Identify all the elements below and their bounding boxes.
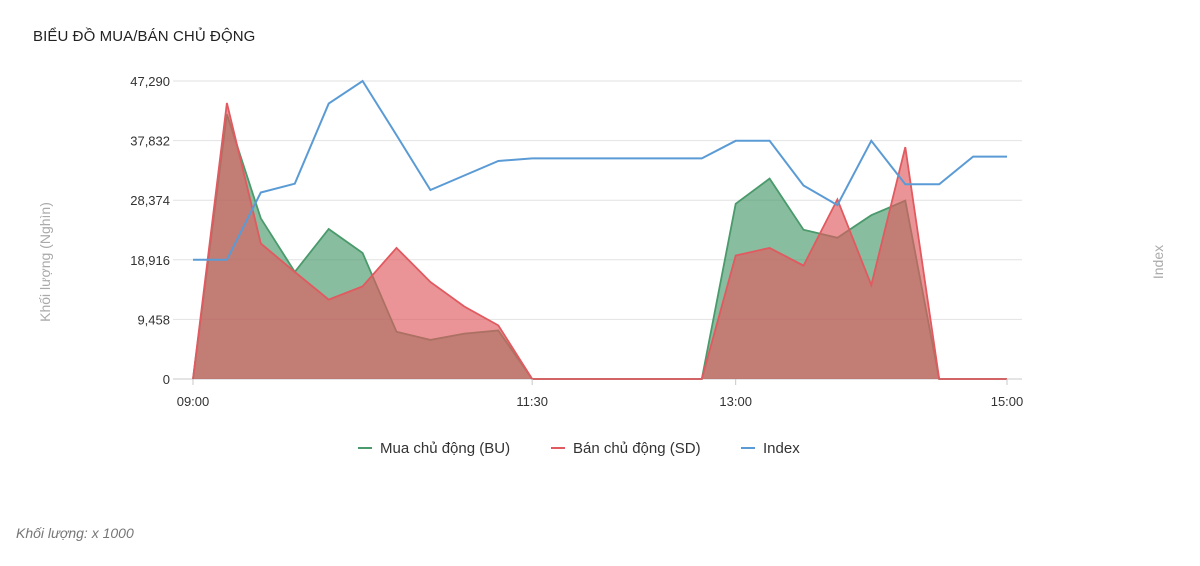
legend-label: Bán chủ động (SD) bbox=[573, 440, 701, 457]
area-fill-1 bbox=[193, 103, 1007, 379]
index-line bbox=[193, 79, 1007, 261]
chart-title: BIỂU ĐỒ MUA/BÁN CHỦ ĐỘNG bbox=[33, 28, 256, 45]
legend-label: Index bbox=[763, 440, 800, 457]
x-tick-label: 09:00 bbox=[177, 394, 210, 409]
y-tick-label: 28,374 bbox=[130, 193, 170, 208]
legend-label: Mua chủ động (BU) bbox=[380, 440, 510, 457]
area-line-1 bbox=[192, 102, 1007, 380]
legend: Mua chủ động (BU) Bán chủ động (SD) Index bbox=[358, 440, 800, 457]
y-axis-title-right: Index bbox=[1150, 245, 1166, 279]
axes: 0 9,458 18,916 28,374 37,832 47,290 09:00 11:30… bbox=[130, 74, 1023, 409]
y-tick-label: 9,458 bbox=[137, 312, 170, 327]
volume-unit-note: Khối lượng: x 1000 bbox=[16, 525, 134, 541]
line-series bbox=[193, 79, 1007, 261]
y-tick-label: 37,832 bbox=[130, 134, 170, 149]
x-tick-label: 15:00 bbox=[991, 394, 1024, 409]
area-series bbox=[192, 102, 1007, 380]
x-tick-label: 13:00 bbox=[719, 394, 752, 409]
legend-item-0[interactable]: Mua chủ động (BU) bbox=[358, 440, 510, 457]
y-tick-label: 47,290 bbox=[130, 74, 170, 89]
legend-item-2[interactable]: Index bbox=[741, 440, 800, 457]
legend-item-1[interactable]: Bán chủ động (SD) bbox=[551, 440, 701, 457]
x-tick-label: 11:30 bbox=[516, 394, 548, 409]
y-tick-label: 18,916 bbox=[130, 253, 170, 268]
y-tick-label: 0 bbox=[163, 372, 170, 387]
y-axis-title-left: Khối lượng (Nghìn) bbox=[37, 202, 53, 322]
